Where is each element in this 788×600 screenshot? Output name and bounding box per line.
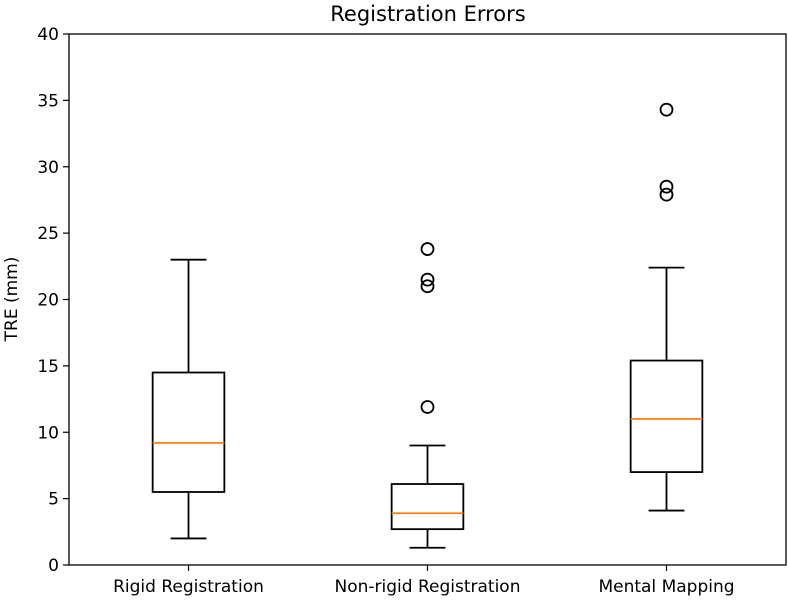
- y-tick-label: 5: [48, 490, 59, 510]
- y-tick-label: 35: [37, 91, 59, 111]
- y-axis-label: TRE (mm): [2, 257, 22, 343]
- outlier-point: [659, 187, 674, 202]
- outlier-point: [420, 279, 435, 294]
- iqr-box: [151, 371, 226, 493]
- outlier-point: [659, 179, 674, 194]
- y-tick-label: 20: [37, 291, 59, 311]
- x-tick-label: Mental Mapping: [598, 577, 734, 597]
- y-tick-label: 40: [37, 25, 59, 45]
- chart-title: Registration Errors: [330, 2, 525, 26]
- y-tick-label: 15: [37, 357, 59, 377]
- plot-frame: [68, 33, 787, 566]
- y-tick-label: 0: [48, 556, 59, 576]
- y-tick-label: 10: [37, 423, 59, 443]
- outlier-point: [659, 102, 674, 117]
- outlier-point: [420, 242, 435, 256]
- outlier-point: [420, 272, 435, 287]
- plot-area: 0 5 10 15 20 25 30 35 40 Rigid Registration Non-ri…: [37, 25, 734, 597]
- x-tick-label: Non-rigid Registration: [335, 577, 521, 597]
- iqr-box: [629, 359, 704, 473]
- x-tick-label: Rigid Registration: [113, 577, 264, 597]
- iqr-box: [390, 483, 465, 531]
- y-tick-label: 30: [37, 158, 59, 178]
- outlier-point: [420, 400, 435, 414]
- y-tick-label: 25: [37, 224, 59, 244]
